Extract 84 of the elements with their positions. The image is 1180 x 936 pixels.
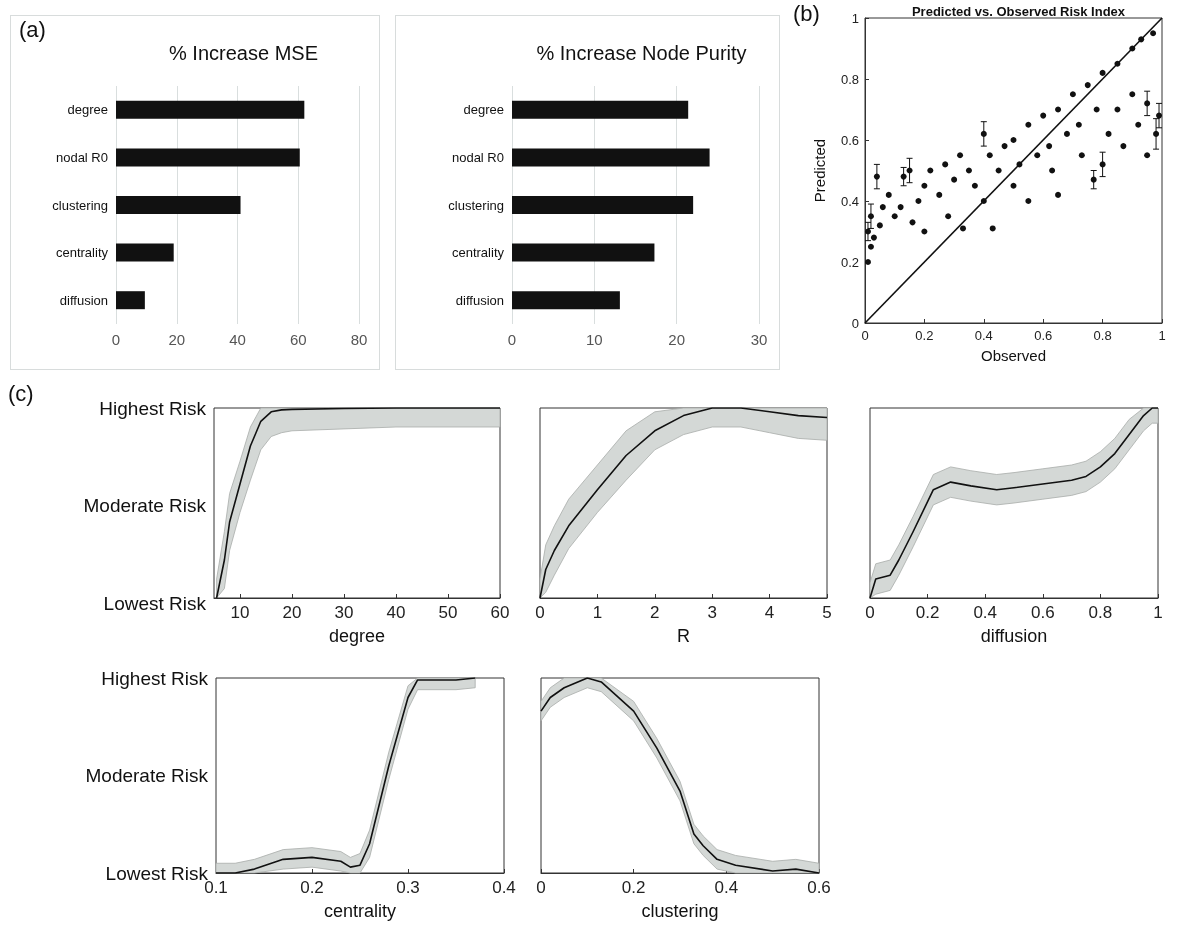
x-tick-label: 0.2 <box>915 603 940 622</box>
x-axis-title: centrality <box>323 901 397 921</box>
text: (c) <box>8 380 34 406</box>
x-tick-label: 0.4 <box>973 603 998 622</box>
x-tick-label: 0.4 <box>974 328 993 343</box>
x-axis-title: clustering <box>641 901 719 921</box>
y-tick-label: nodal R0 <box>55 149 108 165</box>
x-tick-label: 0 <box>507 331 517 348</box>
y-tick-label: degree <box>463 102 504 118</box>
x-tick-label: 0.8 <box>1093 328 1112 343</box>
x-tick-label: 0.4 <box>492 878 516 897</box>
x-tick-label: 0 <box>865 603 875 622</box>
y-tick-label: 0.4 <box>840 193 859 209</box>
y-tick-label: 0.8 <box>840 71 859 87</box>
chart-title: Predicted vs. Observed Risk Index <box>911 4 1126 19</box>
text: Lowest Risk <box>103 592 207 614</box>
y-tick-label: clustering <box>448 197 504 213</box>
x-tick-label: 40 <box>386 603 406 622</box>
chart-title: % Increase Node Purity <box>536 42 747 64</box>
y-tick-label: 0 <box>851 315 859 331</box>
bar <box>116 148 300 167</box>
text: Moderate Risk <box>85 765 209 786</box>
x-axis-title: diffusion <box>980 626 1048 646</box>
bar <box>512 100 689 119</box>
x-tick-label: 20 <box>282 603 302 622</box>
x-tick-label: 2 <box>650 603 660 622</box>
x-tick-label: 10 <box>585 331 603 348</box>
x-tick-label: 0.3 <box>396 878 420 897</box>
bar <box>512 243 655 262</box>
x-tick-label: 0.2 <box>915 328 934 343</box>
x-tick-label: 0.8 <box>1088 603 1113 622</box>
x-axis-title: degree <box>328 626 386 646</box>
x-tick-label: 0.4 <box>714 878 739 897</box>
x-tick-label: 10 <box>230 603 250 622</box>
y-tick-label: centrality <box>451 245 505 261</box>
y-axis-title: Predicted <box>811 138 828 203</box>
text: Moderate Risk <box>83 495 207 516</box>
x-tick-label: 0.2 <box>300 878 324 897</box>
bar <box>512 196 694 214</box>
bar <box>512 148 710 167</box>
x-tick-label: 1 <box>592 603 603 622</box>
x-tick-label: 4 <box>764 603 775 622</box>
bar <box>116 100 305 119</box>
x-tick-label: 0.6 <box>1030 603 1055 622</box>
x-axis-title: Observed <box>980 347 1047 364</box>
bar <box>116 291 145 310</box>
text: Highest Risk <box>99 397 207 419</box>
text: Highest Risk <box>101 667 209 689</box>
x-tick-label: 30 <box>334 603 354 622</box>
x-tick-label: 0.6 <box>1034 328 1053 343</box>
x-tick-label: 40 <box>229 331 246 348</box>
x-axis-title: R <box>677 626 690 646</box>
y-tick-label: diffusion <box>59 292 108 308</box>
y-tick-label: 0.2 <box>840 254 859 270</box>
x-tick-label: 0 <box>536 878 546 897</box>
bar <box>512 291 620 310</box>
bar <box>116 196 241 214</box>
x-tick-label: 0 <box>861 328 869 343</box>
x-tick-label: 60 <box>289 331 307 348</box>
y-tick-label: 1 <box>851 10 859 26</box>
chart-title: % Increase MSE <box>169 42 318 64</box>
x-tick-label: 30 <box>750 331 768 348</box>
x-tick-label: 5 <box>822 603 832 622</box>
x-tick-label: 80 <box>350 331 368 348</box>
x-tick-label: 20 <box>668 331 686 348</box>
y-tick-label: diffusion <box>455 292 504 308</box>
y-tick-label: centrality <box>55 245 109 261</box>
x-tick-label: 0 <box>111 331 121 348</box>
bar <box>116 243 174 262</box>
x-tick-label: 50 <box>438 603 458 622</box>
x-tick-label: 3 <box>707 603 717 622</box>
y-tick-label: nodal R0 <box>451 149 504 165</box>
x-tick-label: 60 <box>490 603 510 622</box>
x-tick-label: 0 <box>535 603 545 622</box>
x-tick-label: 1 <box>1153 603 1163 622</box>
text: (a) <box>19 16 46 42</box>
text: (b) <box>793 0 820 26</box>
x-tick-label: 20 <box>168 331 186 348</box>
x-tick-label: 1 <box>1158 328 1166 343</box>
x-tick-label: 0.2 <box>621 878 646 897</box>
x-tick-label: 0.6 <box>807 878 831 897</box>
y-tick-label: clustering <box>52 197 108 213</box>
y-tick-label: degree <box>67 102 108 118</box>
y-tick-label: 0.6 <box>840 132 859 148</box>
